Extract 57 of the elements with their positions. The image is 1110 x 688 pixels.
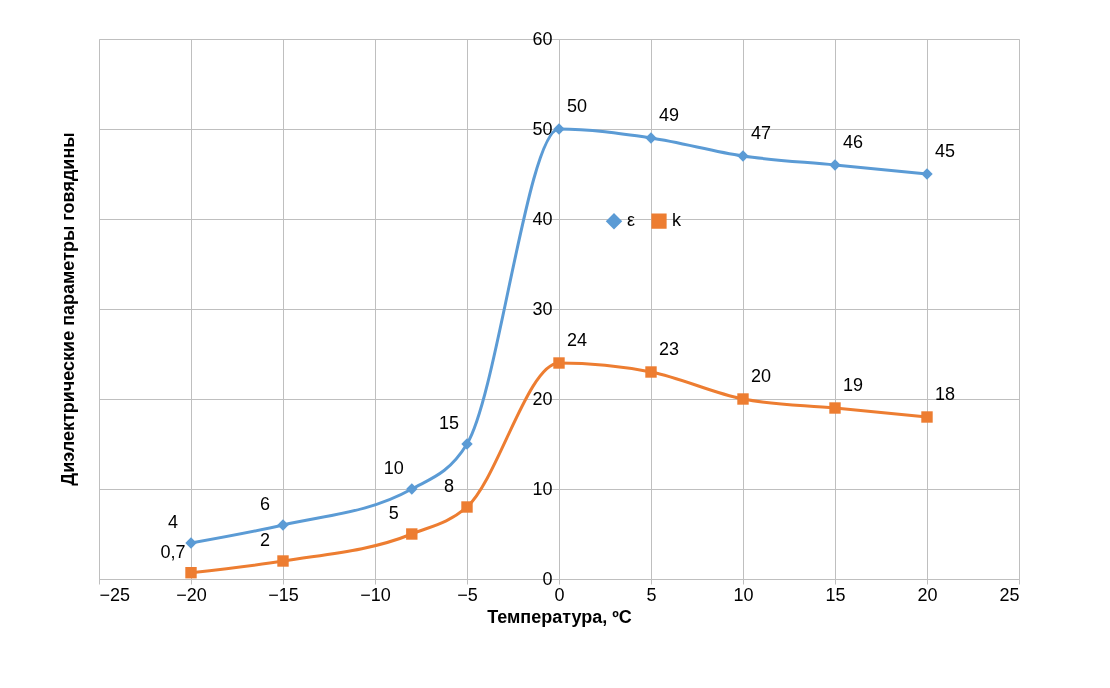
x-tick-label: −10 <box>360 584 391 605</box>
data-label: 5 <box>388 503 399 523</box>
point <box>921 411 933 423</box>
y-tick-label: 40 <box>532 208 553 229</box>
data-label: 10 <box>383 458 404 478</box>
y-tick-label: 0 <box>542 568 553 589</box>
data-label: 6 <box>259 494 271 514</box>
data-label: 24 <box>566 330 588 350</box>
y-tick-label: 10 <box>532 478 553 499</box>
point <box>277 555 289 567</box>
data-label: 49 <box>658 105 680 125</box>
data-label: 45 <box>934 141 956 161</box>
data-label: 47 <box>750 123 772 143</box>
point <box>829 402 841 414</box>
data-label: 0,7 <box>160 541 186 562</box>
data-label: 18 <box>934 384 956 404</box>
point <box>461 438 473 450</box>
point <box>921 168 933 180</box>
y-tick-label: 50 <box>532 118 553 139</box>
x-tick-label: 10 <box>733 584 754 605</box>
y-tick-label: 20 <box>532 388 553 409</box>
data-label: 8 <box>443 476 455 496</box>
y-tick-label: 30 <box>532 298 553 319</box>
x-tick-label: −25 <box>99 584 131 605</box>
data-label: 50 <box>566 96 588 116</box>
x-tick-label: −5 <box>457 584 478 605</box>
point <box>737 150 749 162</box>
legend-label: ε <box>627 210 636 231</box>
data-label: 46 <box>842 132 864 152</box>
point <box>185 537 197 549</box>
point <box>277 519 289 531</box>
x-tick-label: 20 <box>917 584 938 605</box>
data-label: 23 <box>658 339 680 359</box>
x-axis-title: Температура, ºС <box>487 606 632 627</box>
point <box>645 366 657 378</box>
x-tick-label: 25 <box>999 584 1020 605</box>
point <box>185 567 197 579</box>
y-axis-title: Диэлектрические параметры говядины <box>58 132 78 486</box>
point <box>461 501 473 513</box>
point <box>406 528 418 540</box>
y-tick-label: 60 <box>532 28 553 49</box>
x-tick-label: −15 <box>268 584 299 605</box>
legend-label: k <box>672 210 682 231</box>
x-tick-label: 15 <box>825 584 846 605</box>
data-label: 19 <box>842 375 864 395</box>
point <box>829 159 841 171</box>
data-label: 2 <box>259 530 271 550</box>
x-tick-label: −20 <box>176 584 207 605</box>
data-label: 15 <box>438 413 460 433</box>
point <box>553 357 565 369</box>
data-label: 20 <box>750 366 772 386</box>
data-label: 4 <box>167 512 179 532</box>
point <box>553 123 565 135</box>
x-tick-label: 5 <box>646 584 657 605</box>
point <box>406 483 418 495</box>
point <box>645 132 657 144</box>
point <box>737 393 749 405</box>
